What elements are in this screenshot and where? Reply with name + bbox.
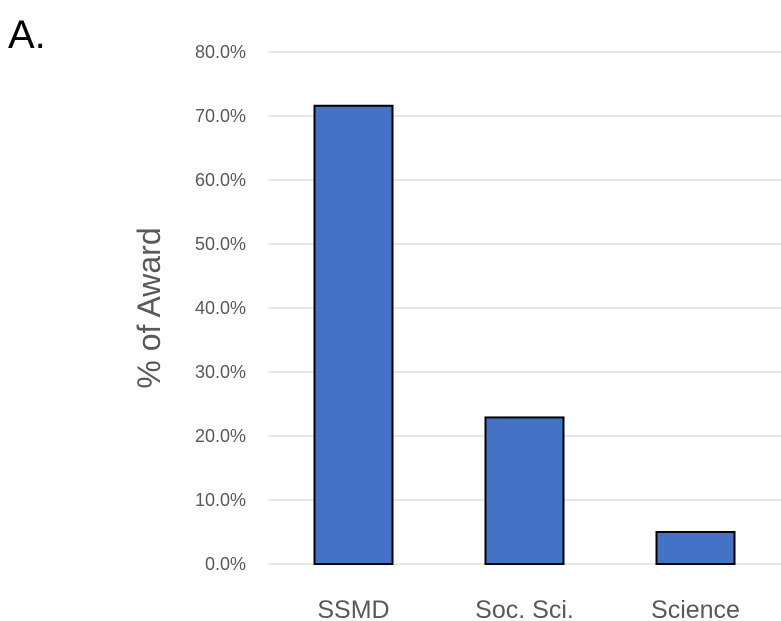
y-tick-label: 50.0% bbox=[195, 234, 246, 254]
bar-soc-sci bbox=[484, 416, 565, 565]
y-tick-label: 40.0% bbox=[195, 298, 246, 318]
y-axis-ticks: 0.0% 10.0% 20.0% 30.0% 40.0% 50.0% 60.0% 70.0% 8… bbox=[195, 42, 246, 574]
y-tick-label: 0.0% bbox=[205, 554, 246, 574]
y-tick-label: 20.0% bbox=[195, 426, 246, 446]
y-tick-label: 70.0% bbox=[195, 106, 246, 126]
x-category-label: Science bbox=[651, 596, 740, 621]
panel-label: A. bbox=[8, 13, 46, 57]
bar-science bbox=[655, 531, 736, 565]
y-axis-title: % of Award bbox=[131, 227, 167, 388]
y-tick-label: 10.0% bbox=[195, 490, 246, 510]
bar-ssmd bbox=[313, 104, 394, 565]
y-tick-label: 60.0% bbox=[195, 170, 246, 190]
bars bbox=[313, 104, 736, 565]
x-category-label: SSMD bbox=[317, 596, 389, 621]
y-tick-label: 80.0% bbox=[195, 42, 246, 62]
x-axis-labels: SSMD Soc. Sci. Science bbox=[317, 596, 740, 621]
x-category-label: Soc. Sci. bbox=[475, 596, 574, 621]
y-tick-label: 30.0% bbox=[195, 362, 246, 382]
